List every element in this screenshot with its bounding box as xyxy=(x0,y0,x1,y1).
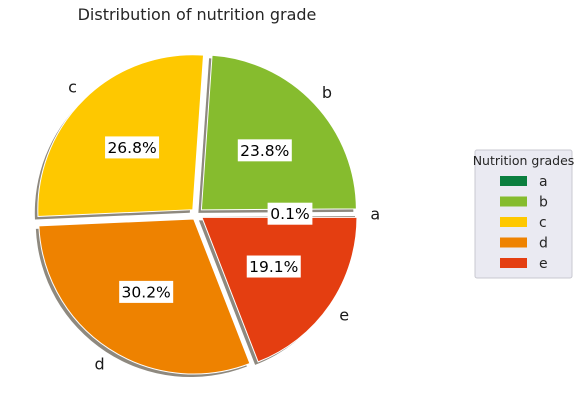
legend-item-b: b xyxy=(500,195,548,211)
legend-label-b: b xyxy=(539,195,548,211)
percent-label-b: 23.8% xyxy=(237,139,292,162)
legend-frame xyxy=(474,149,573,279)
legend-label-c: c xyxy=(539,215,547,231)
percent-label-text: 26.8% xyxy=(107,139,156,157)
legend-item-c: c xyxy=(500,215,547,231)
legend-swatch-b xyxy=(500,196,527,207)
legend-swatch-a xyxy=(500,176,527,186)
percent-labels: 0.1% 23.8% 26.8% 30.2% 19.1% xyxy=(105,136,313,303)
percent-label-text: 19.1% xyxy=(249,258,298,276)
legend-item-d: d xyxy=(500,236,548,252)
pie-slice-c xyxy=(37,54,205,218)
percent-label-text: 0.1% xyxy=(270,205,309,223)
legend-item-e: e xyxy=(500,256,548,272)
pie-slice-b xyxy=(200,54,357,211)
percent-label-e: 19.1% xyxy=(246,255,301,278)
legend-label-d: d xyxy=(539,236,548,252)
percent-label-d: 30.2% xyxy=(119,280,174,303)
legend-swatch-c xyxy=(500,217,527,227)
legend-swatch-d xyxy=(500,237,527,248)
category-label-b: b xyxy=(322,83,332,102)
category-label-e: e xyxy=(339,306,349,325)
legend-label-a: a xyxy=(539,174,548,190)
legend-title: Nutrition grades xyxy=(473,153,575,168)
percent-label-box xyxy=(246,255,301,278)
legend-label-e: e xyxy=(539,256,548,272)
category-label-d: d xyxy=(95,354,105,373)
percent-label-box xyxy=(237,139,292,162)
percent-label-box xyxy=(119,280,174,303)
percent-label-text: 23.8% xyxy=(240,142,289,160)
category-label-a: a xyxy=(370,204,380,223)
percent-label-box xyxy=(105,136,160,159)
category-labels: a b c d e xyxy=(68,77,380,373)
percent-label-box xyxy=(267,202,313,225)
category-label-c: c xyxy=(68,77,77,96)
percent-label-c: 26.8% xyxy=(105,136,160,159)
legend-item-a: a xyxy=(500,174,548,190)
percent-label-a: 0.1% xyxy=(267,202,313,225)
percent-label-text: 30.2% xyxy=(122,283,171,301)
pie-slice-e xyxy=(201,216,358,363)
pie-slice-a xyxy=(202,212,359,215)
chart-title: Distribution of nutrition grade xyxy=(78,5,317,24)
legend-swatch-e xyxy=(500,258,527,268)
